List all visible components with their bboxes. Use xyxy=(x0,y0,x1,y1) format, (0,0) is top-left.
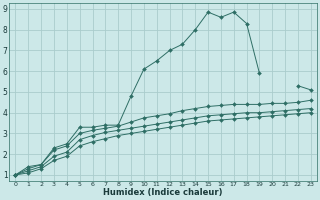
X-axis label: Humidex (Indice chaleur): Humidex (Indice chaleur) xyxy=(103,188,223,197)
